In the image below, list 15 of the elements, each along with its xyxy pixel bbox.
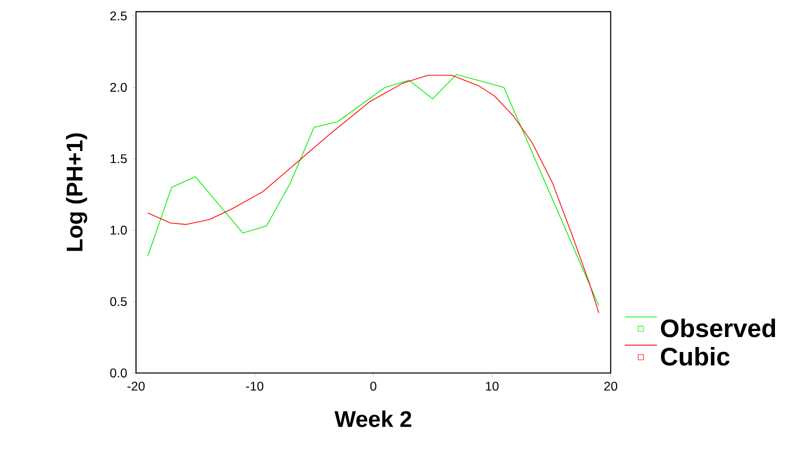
y-tick-label: 2.0 [110,82,127,92]
x-tick-label: 0 [370,382,376,391]
legend-label: Observed [660,318,776,338]
y-tick-label: 2.5 [110,11,127,20]
y-tick-label: 1.0 [110,226,127,235]
y-tick-label: 1.5 [110,154,127,164]
x-axis-title: Week 2 [334,410,412,428]
x-tick-label: -20 [127,382,145,391]
x-tick-label: 10 [486,382,499,391]
x-tick-label: -10 [246,382,264,391]
y-tick-label: 0.0 [110,368,127,378]
x-tick-label: 20 [604,382,618,391]
y-tick-label: 0.5 [110,297,127,306]
y-axis-title: Log (PH+1) [66,133,88,251]
legend-label: Cubic [660,347,730,366]
